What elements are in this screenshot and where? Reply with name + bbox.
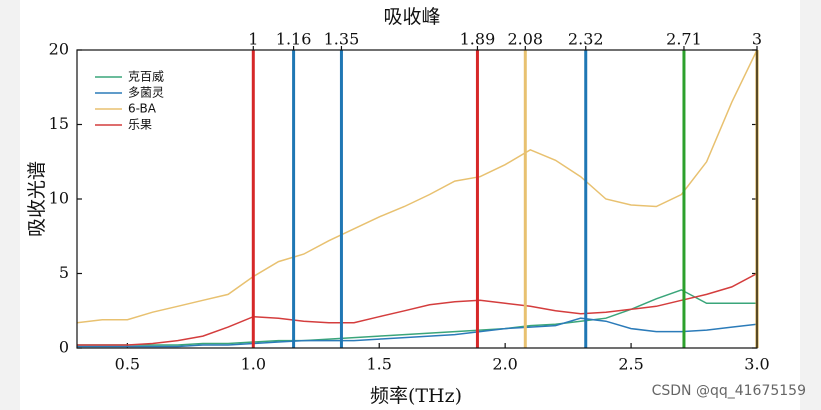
legend-label: 克百威 bbox=[128, 70, 164, 84]
x-axis-title: 频率(THz) bbox=[370, 385, 462, 407]
legend-label: 6-BA bbox=[128, 102, 157, 116]
x-tick-label: 2.0 bbox=[492, 355, 517, 374]
x-tick-label: 0.5 bbox=[115, 355, 140, 374]
y-tick-label: 10 bbox=[49, 189, 69, 208]
peak-label: 1.16 bbox=[276, 30, 312, 49]
peak-label: 2.32 bbox=[568, 30, 604, 49]
legend-label: 多菌灵 bbox=[128, 86, 164, 100]
x-tick-label: 2.5 bbox=[618, 355, 643, 374]
series-line bbox=[77, 272, 757, 346]
plot-frame bbox=[76, 49, 758, 349]
y-axis-title: 吸收光谱 bbox=[26, 161, 48, 237]
x-tick-label: 1.0 bbox=[241, 355, 266, 374]
y-tick-label: 15 bbox=[49, 114, 69, 133]
peak-label: 1.89 bbox=[460, 30, 496, 49]
series-line bbox=[77, 50, 757, 324]
watermark: CSDN @qq_41675159 bbox=[652, 383, 806, 399]
legend-label: 乐果 bbox=[128, 118, 152, 132]
peak-label: 3 bbox=[752, 30, 762, 49]
peak-label: 1.35 bbox=[324, 30, 360, 49]
peak-label: 1 bbox=[248, 30, 258, 49]
y-tick-label: 5 bbox=[59, 263, 69, 282]
series-line bbox=[77, 317, 757, 348]
y-tick-label: 20 bbox=[49, 40, 69, 59]
top-axis-title: 吸收峰 bbox=[383, 6, 440, 28]
x-tick-label: 1.5 bbox=[366, 355, 391, 374]
y-tick-label: 0 bbox=[59, 338, 69, 357]
peak-label: 2.71 bbox=[666, 30, 702, 49]
peak-label: 2.08 bbox=[507, 30, 543, 49]
series-line bbox=[77, 289, 757, 346]
chart-background bbox=[20, 0, 800, 410]
x-tick-label: 3.0 bbox=[744, 355, 769, 374]
